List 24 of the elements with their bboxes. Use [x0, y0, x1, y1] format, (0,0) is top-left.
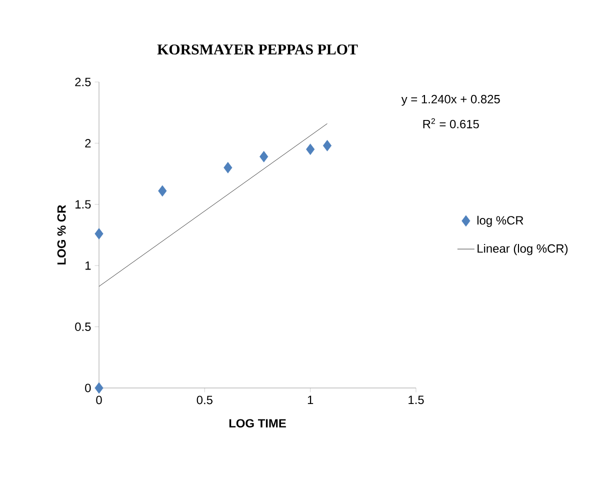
y-tick-label: 2 [85, 139, 91, 148]
point [158, 185, 167, 197]
chart-title: KORSMAYER PEPPAS PLOT [157, 44, 358, 54]
point [322, 140, 332, 152]
x-axis-title: LOG TIME [229, 419, 286, 428]
annotation: y = 1.240x + 0.825 [401, 94, 500, 106]
x-tick-label: 0.5 [196, 396, 212, 404]
y-tick-label: 2.5 [75, 78, 91, 86]
legend-label: log %CR [477, 216, 524, 227]
point [94, 228, 104, 240]
y-tick-label: 1.5 [76, 200, 91, 209]
y-axis-title: LOG % CR [57, 205, 66, 264]
text: R$^{2}$ = 0.615 [423, 118, 479, 128]
y-tick-label: 0.5 [75, 322, 91, 332]
x-tick-label: 1.5 [408, 396, 424, 404]
x-tick-label: 1 [308, 396, 314, 404]
y-tick-label: 1 [85, 261, 91, 270]
point [306, 144, 315, 155]
y-tick-label: 0 [85, 384, 91, 392]
legend-label: Linear (log %CR) [478, 244, 568, 256]
point [260, 150, 268, 162]
x-tick-label: 0 [96, 396, 102, 404]
point [94, 382, 104, 394]
point [224, 162, 232, 174]
